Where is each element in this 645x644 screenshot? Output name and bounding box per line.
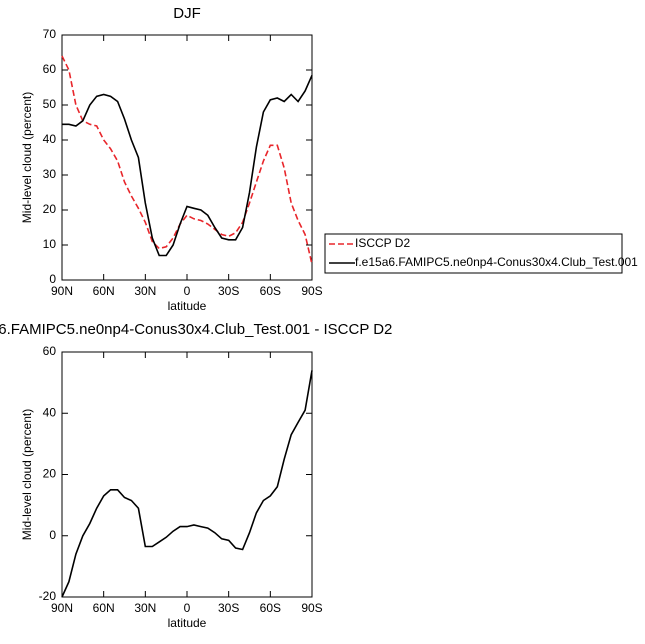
legend-label: ISCCP D2 bbox=[355, 236, 410, 250]
x-axis-label: latitude bbox=[168, 299, 207, 313]
x-tick-label: 0 bbox=[184, 284, 191, 298]
y-tick-label: 30 bbox=[43, 167, 57, 181]
y-tick-label: 60 bbox=[43, 344, 57, 358]
x-tick-label: 90S bbox=[301, 284, 322, 298]
x-tick-label: 90S bbox=[301, 601, 322, 615]
plot-frame bbox=[61, 34, 313, 281]
y-tick-label: 60 bbox=[43, 62, 57, 76]
y-axis-label: Mid-level cloud (percent) bbox=[20, 409, 34, 540]
data-line bbox=[62, 74, 313, 257]
y-tick-label: 10 bbox=[43, 237, 57, 251]
y-tick-label: 70 bbox=[43, 27, 57, 41]
legend-box bbox=[324, 233, 623, 274]
legend-label: f.e15a6.FAMIPC5.ne0np4-Conus30x4.Club_Te… bbox=[355, 255, 638, 269]
x-tick-label: 30S bbox=[218, 601, 239, 615]
x-tick-label: 60S bbox=[260, 284, 281, 298]
x-tick-label: 60N bbox=[93, 601, 115, 615]
y-tick-label: 20 bbox=[43, 467, 57, 481]
x-tick-label: 30N bbox=[134, 284, 156, 298]
y-tick-label: 50 bbox=[43, 97, 57, 111]
x-tick-label: 90N bbox=[51, 601, 73, 615]
x-tick-label: 60N bbox=[93, 284, 115, 298]
chart-title: DJF bbox=[173, 5, 201, 22]
x-tick-label: 30S bbox=[218, 284, 239, 298]
y-tick-label: -20 bbox=[39, 589, 57, 603]
x-tick-label: 90N bbox=[51, 284, 73, 298]
x-tick-label: 60S bbox=[260, 601, 281, 615]
y-axis-label: Mid-level cloud (percent) bbox=[20, 92, 34, 223]
y-tick-label: 0 bbox=[49, 528, 56, 542]
y-tick-label: 0 bbox=[49, 272, 56, 286]
x-axis-label: latitude bbox=[168, 616, 207, 630]
x-tick-label: 30N bbox=[134, 601, 156, 615]
chart-title: 5a6.FAMIPC5.ne0np4-Conus30x4.Club_Test.0… bbox=[0, 321, 392, 338]
y-tick-label: 20 bbox=[43, 202, 57, 216]
y-tick-label: 40 bbox=[43, 405, 57, 419]
x-tick-label: 0 bbox=[184, 601, 191, 615]
data-line bbox=[61, 55, 313, 265]
data-line bbox=[61, 370, 313, 598]
plot-frame bbox=[61, 351, 313, 598]
y-tick-label: 40 bbox=[43, 132, 57, 146]
